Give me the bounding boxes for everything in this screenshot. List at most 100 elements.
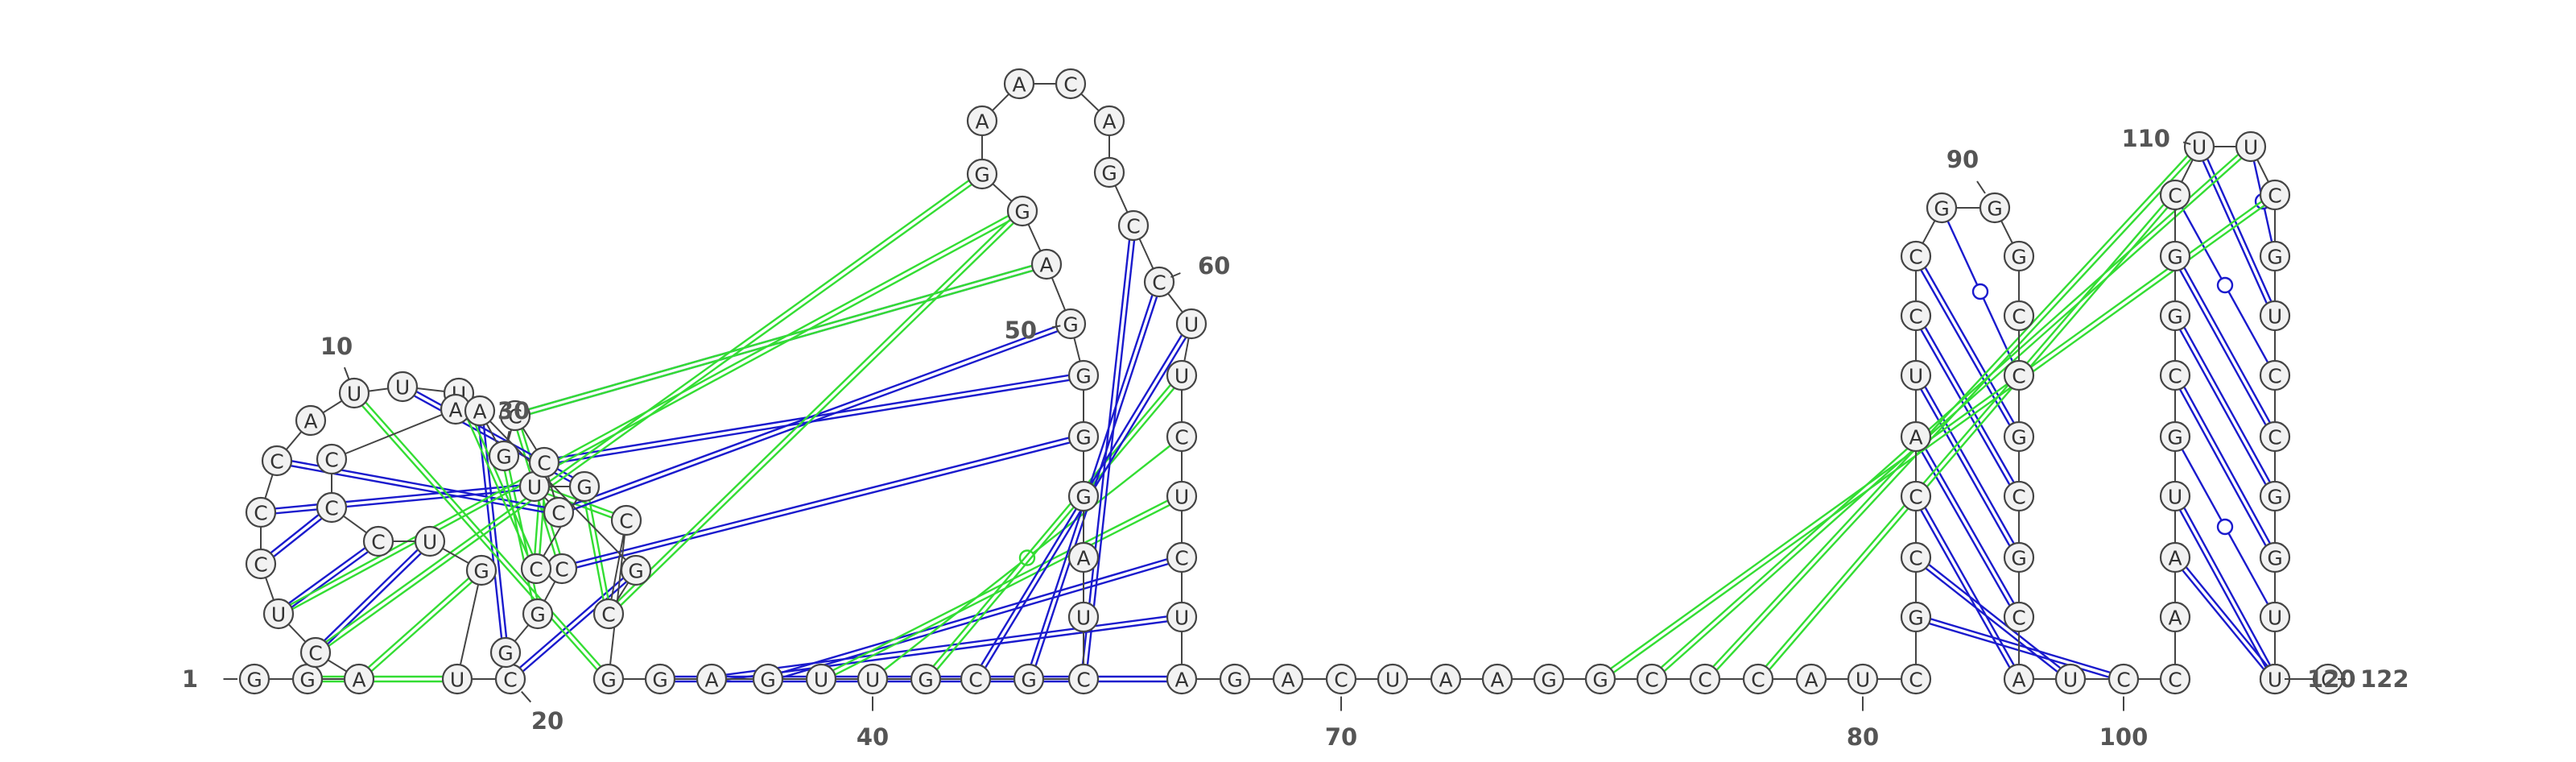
base-pair-77-110 bbox=[1702, 144, 2202, 681]
nucleotide-85: A bbox=[1900, 420, 1932, 453]
base-pair-7-26 bbox=[260, 482, 535, 516]
nucleotide-base: C bbox=[2012, 486, 2025, 509]
nucleotide-53: G bbox=[966, 158, 998, 190]
nucleotide-55: A bbox=[1003, 68, 1035, 100]
nucleotide-base: U bbox=[2244, 136, 2258, 159]
nucleotide-26: U bbox=[518, 470, 551, 503]
nucleotide-base: U bbox=[865, 669, 880, 692]
nucleotide-base: A bbox=[704, 669, 718, 692]
nucleotide-base: G bbox=[246, 669, 262, 692]
nucleotide-base: G bbox=[1075, 486, 1091, 509]
base-pair-85-97 bbox=[1913, 434, 2022, 619]
base-pair-88-94 bbox=[1913, 254, 2022, 439]
nucleotide-base: U bbox=[1076, 607, 1091, 630]
nucleotide-base: C bbox=[537, 452, 551, 475]
nucleotide-base: U bbox=[1174, 607, 1189, 630]
base-pair-4-53 bbox=[313, 171, 985, 656]
nucleotide-18: G bbox=[465, 554, 497, 586]
nucleotide-119: U bbox=[2259, 601, 2291, 633]
nucleotide-56: C bbox=[1055, 68, 1087, 100]
nucleotide-base: G bbox=[1014, 201, 1030, 224]
position-number: 90 bbox=[1946, 146, 1979, 173]
nucleotide-base: A bbox=[2012, 669, 2025, 692]
nucleotide-4: C bbox=[299, 636, 332, 669]
nucleotide-109: C bbox=[2159, 179, 2191, 211]
nucleotide-base: C bbox=[1174, 547, 1188, 570]
nucleotide-base: U bbox=[1174, 365, 1189, 388]
nucleotide-base: G bbox=[2011, 246, 2026, 269]
nucleotide-110: U bbox=[2183, 130, 2215, 163]
base-pair-104-120 bbox=[2172, 494, 2278, 681]
nucleotide-60: C bbox=[1143, 266, 1175, 298]
nucleotide-base: C bbox=[1174, 426, 1188, 449]
base-pair-109-115 bbox=[2174, 194, 2277, 376]
nucleotide-92: C bbox=[2003, 300, 2035, 332]
nucleotide-base: C bbox=[1126, 215, 1140, 238]
nucleotide-100: C bbox=[2107, 663, 2140, 695]
nucleotide-72: A bbox=[1430, 663, 1462, 695]
nucleotide-54: A bbox=[966, 105, 998, 137]
nucleotide-31: A bbox=[464, 395, 496, 427]
nucleotide-base: C bbox=[371, 531, 385, 554]
nucleotide-base: U bbox=[2268, 305, 2282, 329]
nucleotide-89: G bbox=[1926, 192, 1958, 224]
base-pair-23-48 bbox=[560, 433, 1085, 573]
nucleotide-base: C bbox=[529, 558, 543, 582]
nucleotide-14: C bbox=[316, 443, 348, 475]
base-pair-41-62 bbox=[923, 373, 1185, 681]
nucleotide-79: A bbox=[1795, 663, 1827, 695]
base-pair-86-96 bbox=[1913, 373, 2022, 560]
nucleotide-base: U bbox=[347, 383, 361, 406]
base-pair-40-63 bbox=[872, 436, 1183, 680]
base-pair-33-52 bbox=[606, 208, 1025, 617]
nucleotide-34: C bbox=[610, 504, 642, 536]
nucleotide-base: C bbox=[1909, 305, 1922, 329]
nucleotide-45: U bbox=[1067, 601, 1100, 633]
nucleotide-87: C bbox=[1900, 300, 1932, 332]
nucleotide-96: G bbox=[2003, 541, 2035, 574]
nucleotide-35: G bbox=[592, 663, 625, 695]
base-pair-76-111 bbox=[1649, 143, 2253, 682]
nucleotide-113: G bbox=[2259, 240, 2291, 272]
nucleotide-base: G bbox=[496, 445, 511, 469]
nucleotide-43: G bbox=[1013, 663, 1045, 695]
nucleotide-base: G bbox=[2167, 246, 2182, 269]
nucleotide-97: C bbox=[2003, 601, 2035, 633]
nucleotide-base: A bbox=[1909, 426, 1922, 449]
nucleotide-76: C bbox=[1636, 663, 1668, 695]
nucleotide-base: A bbox=[1012, 73, 1026, 97]
nucleotide-base: G bbox=[473, 560, 489, 583]
nucleotide-81: C bbox=[1900, 663, 1932, 695]
position-label-122: 122 bbox=[2338, 665, 2409, 693]
nucleotide-48: G bbox=[1067, 420, 1100, 453]
nucleotide-base: G bbox=[1934, 197, 1949, 221]
nucleotide-base: C bbox=[1909, 486, 1922, 509]
nucleotide-base: U bbox=[423, 531, 437, 554]
base-pair-5-16 bbox=[276, 538, 381, 617]
wobble-marker bbox=[1971, 283, 1989, 300]
position-label-40: 40 bbox=[857, 696, 889, 751]
nucleotide-38: G bbox=[752, 663, 784, 695]
position-number: 10 bbox=[320, 333, 353, 360]
nucleotide-50: G bbox=[1055, 308, 1087, 340]
nucleotide-base: C bbox=[1645, 669, 1658, 692]
nucleotide-20: C bbox=[494, 663, 526, 695]
position-label-90: 90 bbox=[1946, 146, 1986, 194]
nucleotide-75: G bbox=[1584, 663, 1616, 695]
nucleotide-base: G bbox=[1908, 607, 1923, 630]
nucleotide-77: C bbox=[1689, 663, 1721, 695]
nucleotide-112: C bbox=[2259, 179, 2291, 211]
position-number: 122 bbox=[2360, 665, 2409, 693]
nucleotide-8: C bbox=[261, 445, 293, 477]
position-number: 20 bbox=[531, 707, 564, 735]
nucleotide-base: G bbox=[2167, 426, 2182, 449]
base-pair-84-98 bbox=[1913, 494, 2022, 681]
nucleotide-base: C bbox=[1698, 669, 1711, 692]
nucleotide-base: A bbox=[1490, 669, 1504, 692]
nucleotide-23: C bbox=[546, 553, 578, 585]
base-pair-layer bbox=[258, 143, 2278, 683]
nucleotide-base: C bbox=[1909, 547, 1922, 570]
position-number: 120 bbox=[2307, 665, 2356, 693]
nucleotide-base: C bbox=[601, 603, 615, 627]
